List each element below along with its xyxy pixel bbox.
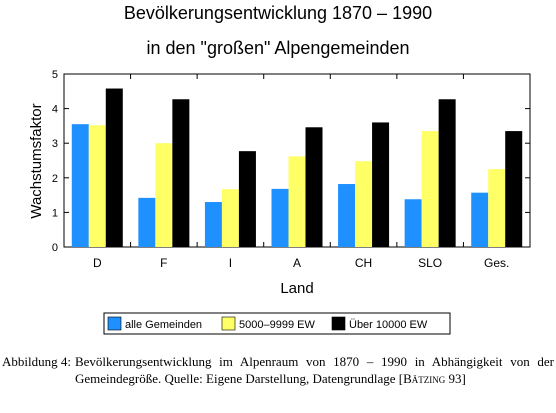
y-tick-label: 2 <box>52 173 58 185</box>
bar <box>288 156 306 247</box>
y-axis-label: Wachstumsfaktor <box>28 103 45 218</box>
bar <box>404 199 422 247</box>
caption-text: Bevölkerungsentwicklung im Alpenraum von… <box>75 353 554 387</box>
bar <box>471 192 489 247</box>
bar <box>438 99 456 248</box>
x-tick-label: F <box>160 256 167 270</box>
bar <box>238 151 256 247</box>
bar <box>421 131 439 247</box>
bar <box>204 202 222 247</box>
bar <box>105 88 123 247</box>
x-tick-label: Ges. <box>484 256 509 270</box>
bars <box>71 88 523 248</box>
x-tick-label: SLO <box>418 256 442 270</box>
bar <box>221 189 239 247</box>
x-tick-label: D <box>93 256 102 270</box>
bar <box>505 131 523 247</box>
bar <box>372 122 390 247</box>
bar <box>305 127 323 247</box>
bar <box>88 125 106 247</box>
legend-swatch <box>331 316 346 331</box>
legend: alle Gemeinden 5000–9999 EW Über 10000 EW <box>103 312 451 335</box>
figure-caption: Abbildung 4: Bevölkerungsentwicklung im … <box>2 353 554 387</box>
caption-body: Bevölkerungsentwicklung im Alpenraum von… <box>74 354 554 386</box>
y-tick-label: 4 <box>52 104 58 116</box>
chart-title-line2: in den "großen" Alpengemeinden <box>147 38 410 58</box>
bar <box>155 143 173 247</box>
y-tick-label: 1 <box>52 207 58 219</box>
x-axis-label: Land <box>280 280 313 297</box>
legend-label: alle Gemeinden <box>125 319 202 331</box>
bar <box>488 169 506 247</box>
caption-close: ] <box>461 371 466 386</box>
bar <box>271 188 289 247</box>
chart-title-line1: Bevölkerungsentwicklung 1870 – 1990 <box>124 3 432 23</box>
bar <box>71 124 89 247</box>
x-tick-label: I <box>229 256 232 270</box>
y-tick-label: 0 <box>52 242 58 254</box>
chart: Bevölkerungsentwicklung 1870 – 1990 in d… <box>28 3 531 335</box>
legend-swatch <box>221 316 236 331</box>
bar <box>355 161 373 247</box>
legend-swatch <box>107 316 122 331</box>
legend-box <box>103 312 451 335</box>
legend-label: 5000–9999 EW <box>239 319 315 331</box>
x-tick-label: A <box>293 256 301 270</box>
caption-label: Abbildung 4: <box>2 354 71 369</box>
y-tick-label: 5 <box>52 69 58 81</box>
caption-citation: Bätzing 93 <box>403 371 462 386</box>
bar <box>172 99 190 248</box>
bar <box>338 184 356 247</box>
bar <box>138 197 156 247</box>
y-tick-label: 3 <box>52 138 58 150</box>
x-tick-label: CH <box>355 256 372 270</box>
legend-label: Über 10000 EW <box>349 319 428 331</box>
